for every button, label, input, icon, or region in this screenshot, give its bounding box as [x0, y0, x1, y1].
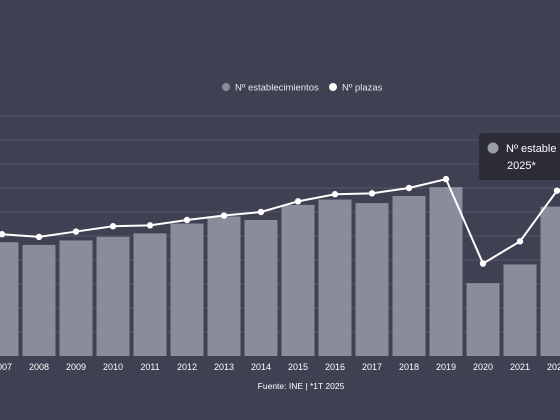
x-tick-label: 2008 — [29, 362, 49, 372]
bar-2020[interactable] — [466, 283, 500, 356]
bar-2013[interactable] — [207, 216, 241, 356]
point-2014[interactable] — [257, 208, 265, 216]
point-2010[interactable] — [109, 223, 117, 230]
x-tick-label: 2020 — [473, 362, 493, 372]
bar-2018[interactable] — [392, 196, 426, 356]
x-tick-label: 2022 — [547, 362, 560, 372]
point-2016[interactable] — [331, 191, 339, 198]
point-2020[interactable] — [479, 260, 487, 267]
bar-2017[interactable] — [355, 203, 389, 356]
x-tick-label: 2019 — [436, 362, 456, 372]
point-2019[interactable] — [442, 175, 450, 183]
bar-2008[interactable] — [22, 244, 56, 356]
line-points — [0, 175, 560, 267]
x-axis-labels: 2007 2008 2009 2010 2011 2012 2013 2014 2015 2016… — [0, 362, 560, 372]
point-2012[interactable] — [183, 216, 191, 224]
x-tick-label: 2017 — [362, 362, 382, 372]
x-tick-label: 2013 — [214, 362, 234, 372]
x-tick-label: 2016 — [325, 362, 345, 372]
point-2018[interactable] — [405, 184, 413, 192]
tooltip: Nº estable 2025* — [479, 133, 560, 180]
x-tick-label: 2021 — [510, 362, 530, 372]
tooltip-marker — [487, 142, 499, 154]
bar-2021[interactable] — [503, 264, 537, 356]
point-2013[interactable] — [220, 212, 228, 219]
legend-marker-establecimientos — [222, 83, 230, 91]
legend-item-establecimientos[interactable]: Nº establecimientos — [222, 83, 319, 94]
bar-2009[interactable] — [59, 240, 93, 356]
point-2022[interactable] — [553, 187, 560, 194]
x-tick-label: 2018 — [399, 362, 419, 372]
legend-marker-plazas — [329, 83, 337, 91]
tooltip-category: 2025* — [507, 160, 536, 172]
x-tick-label: 2015 — [288, 362, 308, 372]
legend-label-plazas: Nº plazas — [342, 83, 383, 94]
bar-2014[interactable] — [244, 220, 278, 356]
bar-2010[interactable] — [96, 236, 130, 356]
bar-2012[interactable] — [170, 223, 204, 356]
bar-2007[interactable] — [0, 242, 19, 356]
bar-2011[interactable] — [133, 233, 167, 356]
x-tick-label: 2014 — [251, 362, 271, 372]
tooltip-series-label: Nº estable — [506, 143, 557, 155]
bar-2022[interactable] — [540, 206, 560, 356]
point-2017[interactable] — [368, 190, 376, 197]
point-2008[interactable] — [35, 233, 43, 241]
bar-2015[interactable] — [281, 204, 315, 356]
point-2021[interactable] — [516, 238, 524, 245]
plazas-line — [1, 177, 558, 265]
legend-item-plazas[interactable]: Nº plazas — [329, 83, 383, 94]
x-tick-label: 2010 — [103, 362, 123, 372]
legend-label-establecimientos: Nº establecimientos — [235, 83, 319, 94]
point-2011[interactable] — [146, 222, 154, 229]
tooltip-box — [479, 133, 560, 180]
legend: Nº establecimientos Nº plazas — [222, 83, 383, 94]
source-note: Fuente: INE | *1T 2025 — [258, 381, 345, 391]
x-tick-label: 2007 — [0, 362, 12, 372]
x-tick-label: 2009 — [66, 362, 86, 372]
point-2007[interactable] — [0, 231, 6, 238]
bar-2016[interactable] — [318, 199, 352, 356]
bar-series — [0, 187, 560, 356]
point-2015[interactable] — [294, 198, 302, 205]
line-series — [1, 177, 558, 265]
point-2009[interactable] — [72, 228, 80, 235]
x-tick-label: 2012 — [177, 362, 197, 372]
bar-2019[interactable] — [429, 187, 463, 356]
x-tick-label: 2011 — [140, 362, 159, 372]
